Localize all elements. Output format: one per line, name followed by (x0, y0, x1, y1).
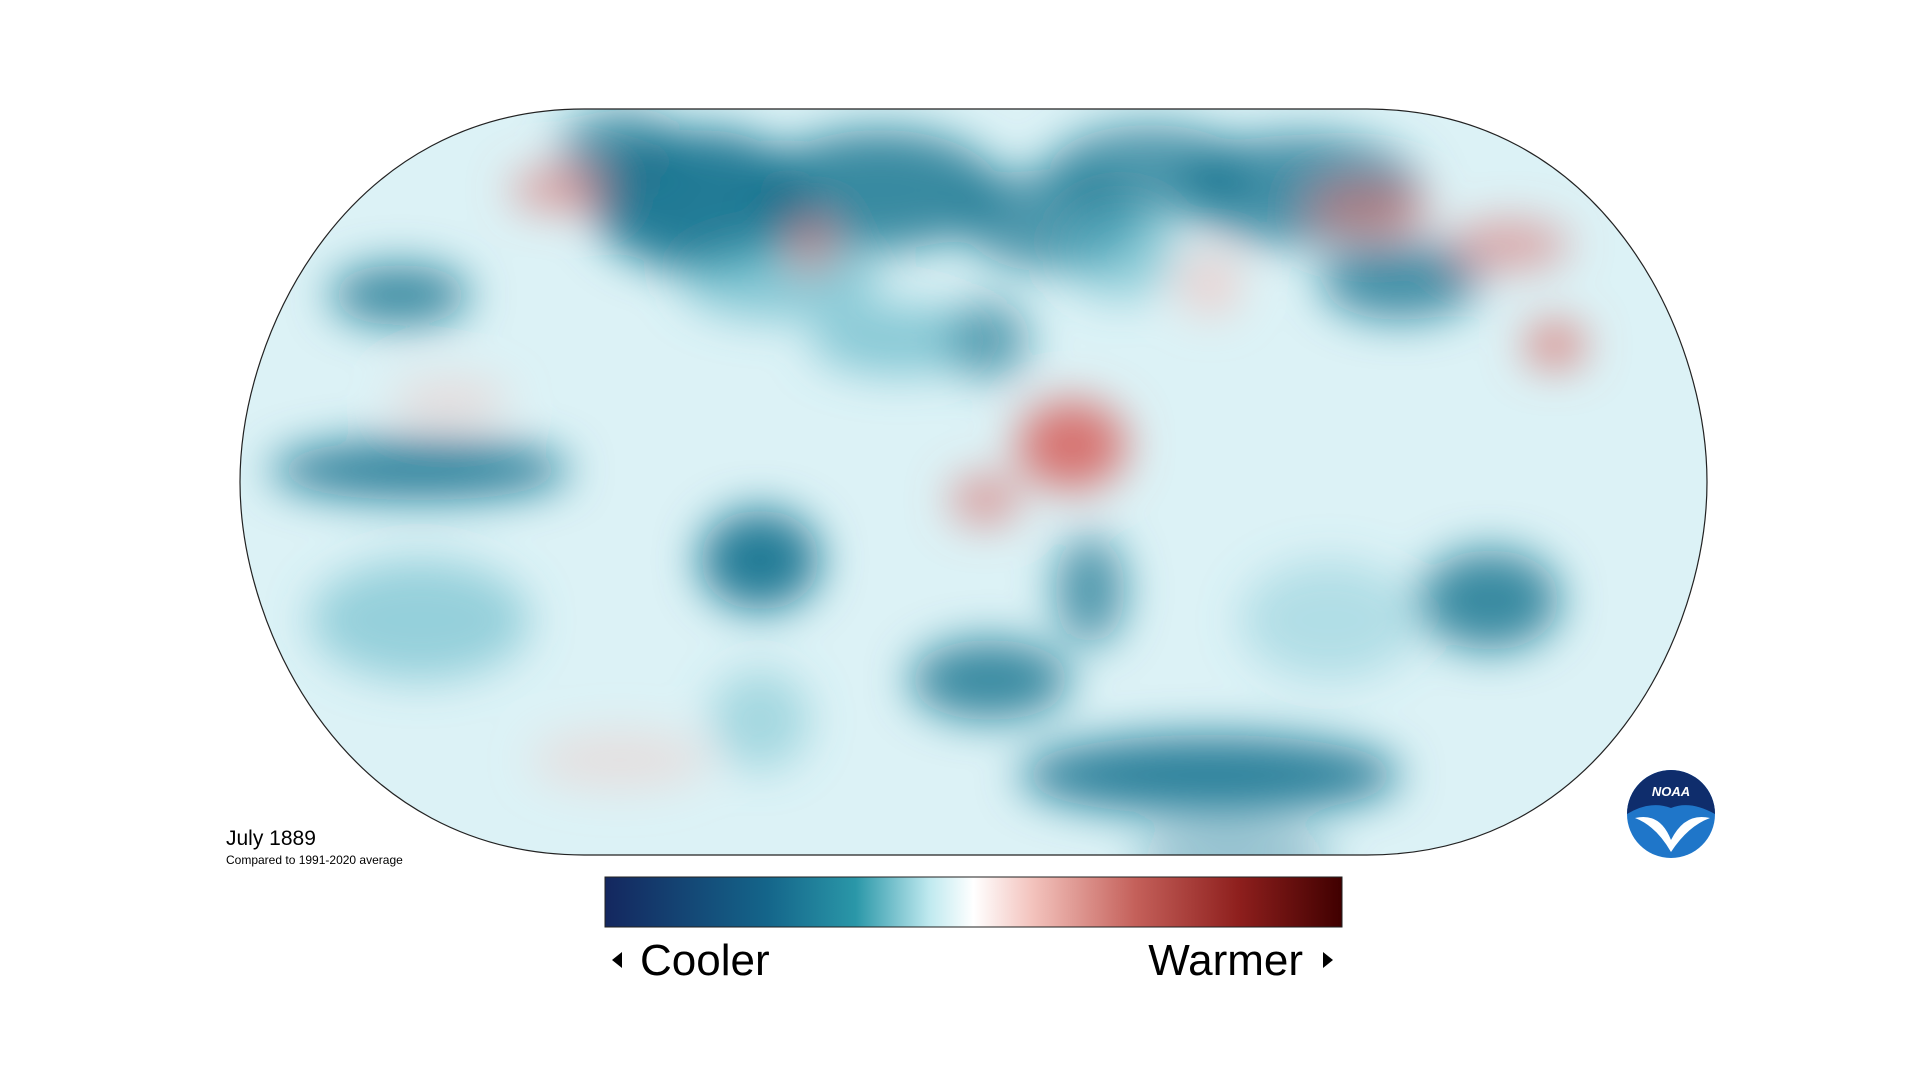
anomaly-blob (792, 220, 828, 270)
anomaly-blob (560, 110, 680, 190)
logo-top (1627, 770, 1715, 814)
map-outline (239, 108, 1708, 856)
anomaly-blob (760, 130, 1000, 250)
anomaly-blob (530, 730, 710, 790)
anomaly-blob (1320, 240, 1480, 320)
anomaly-blob (910, 640, 1070, 720)
anomaly-blob (1135, 830, 1335, 855)
warmer-arrow (1323, 952, 1333, 968)
anomaly-blob (390, 380, 510, 420)
anomaly-blob (1180, 255, 1240, 315)
anomaly-blob (510, 170, 610, 210)
logo-bird (1635, 816, 1710, 852)
anomaly-blob (310, 560, 530, 680)
anomaly-blob (330, 265, 470, 325)
anomaly-blob (1450, 220, 1570, 270)
legend-high-label: Warmer (1148, 936, 1303, 985)
logo-text: NOAA (1652, 784, 1690, 799)
anomaly-blob (1240, 560, 1420, 680)
anomaly-field (240, 109, 1707, 855)
anomaly-blob (1420, 550, 1560, 650)
anomaly-blob (700, 510, 820, 610)
anomaly-blob (1525, 323, 1585, 367)
map-subtitle: Compared to 1991-2020 average (226, 853, 403, 867)
map-title: July 1889 (226, 827, 316, 850)
anomaly-blob (950, 475, 1020, 525)
anomaly-blob (1060, 200, 1180, 300)
noaa-logo: NOAA (1627, 770, 1715, 858)
anomaly-blob (950, 300, 1030, 380)
legend-low-label: Cooler (640, 936, 770, 985)
cooler-arrow (612, 952, 622, 968)
anomaly-blob (1020, 735, 1400, 815)
color-scale (604, 876, 1343, 928)
anomaly-blob (1017, 400, 1127, 490)
anomaly-blob (1055, 535, 1125, 645)
anomaly-blob (710, 670, 810, 770)
anomaly-blob (810, 305, 990, 375)
anomaly-blobs (270, 110, 1585, 855)
anomaly-blob (1310, 185, 1430, 235)
anomaly-blob (680, 240, 880, 320)
anomaly-blob (270, 440, 570, 500)
